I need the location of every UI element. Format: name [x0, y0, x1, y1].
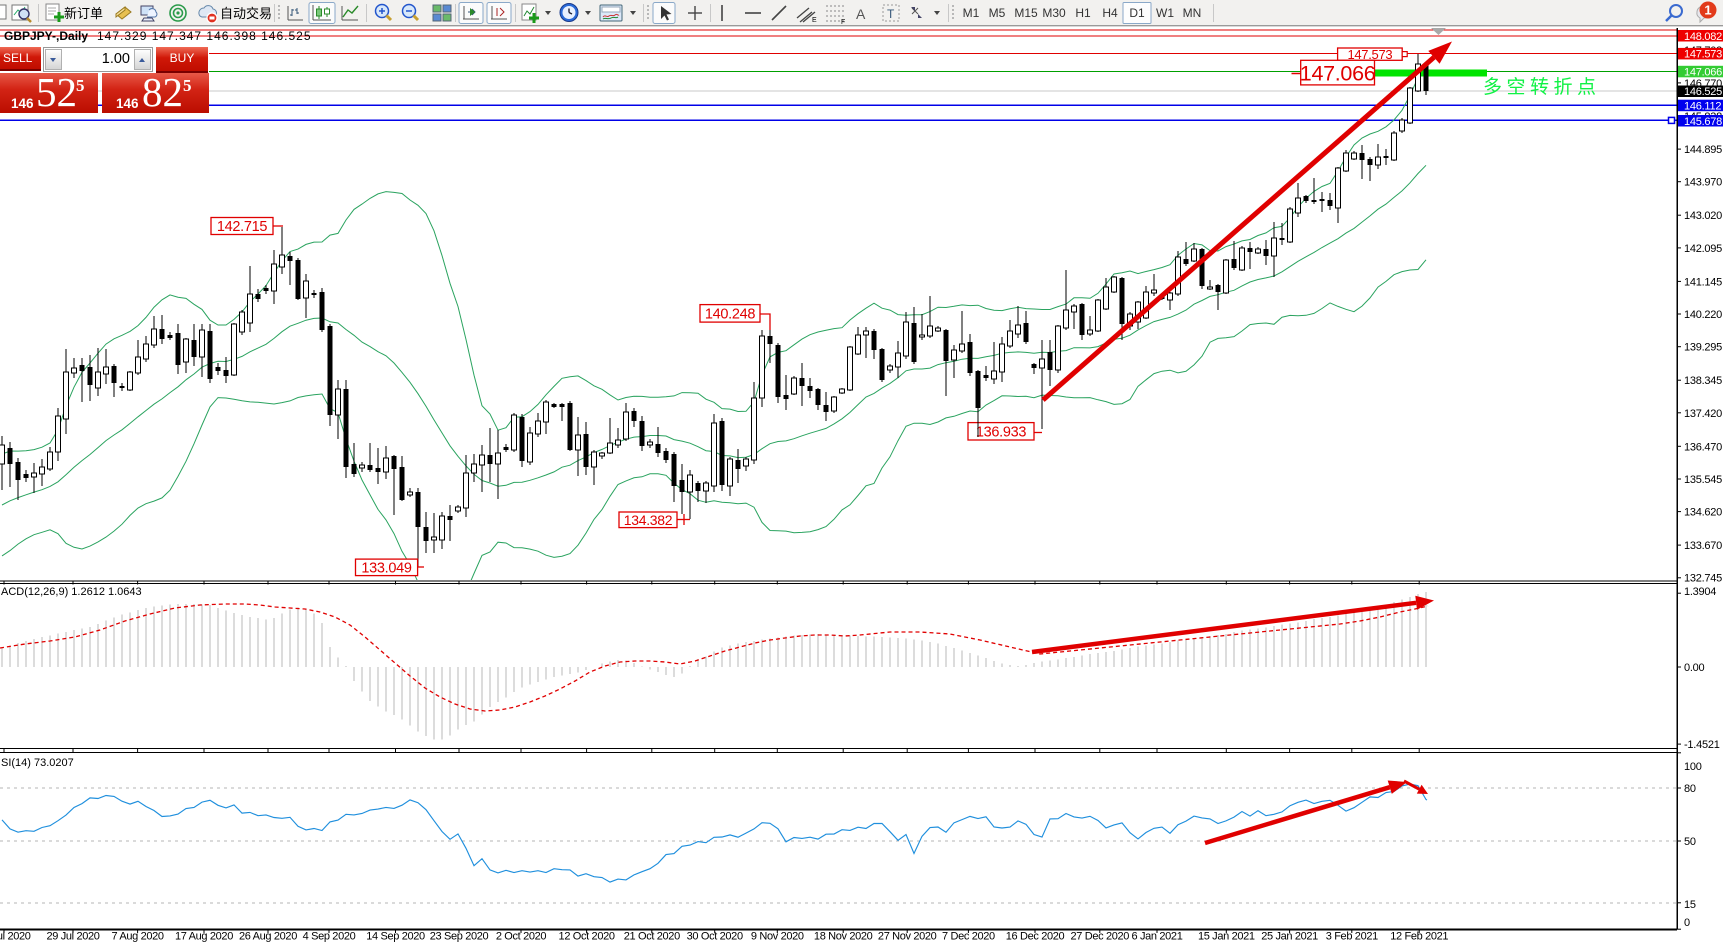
svg-text:27 Nov 2020: 27 Nov 2020 [878, 931, 937, 943]
svg-text:145.678: 145.678 [1684, 116, 1722, 128]
svg-text:143.020: 143.020 [1684, 210, 1722, 222]
svg-text:MN: MN [1183, 6, 1202, 20]
svg-text:27 Dec 2020: 27 Dec 2020 [1071, 931, 1130, 943]
svg-text:7 Aug 2020: 7 Aug 2020 [112, 931, 164, 943]
svg-text:25 Jan 2021: 25 Jan 2021 [1261, 931, 1318, 943]
svg-text:H4: H4 [1102, 6, 1118, 20]
svg-text:12 Feb 2021: 12 Feb 2021 [1390, 931, 1448, 943]
svg-text:146.525: 146.525 [1684, 86, 1722, 98]
svg-text:147.066: 147.066 [1684, 67, 1722, 79]
svg-text:15: 15 [1684, 899, 1696, 911]
svg-text:135.545: 135.545 [1684, 474, 1722, 486]
svg-text:143.970: 143.970 [1684, 177, 1722, 189]
svg-text:D1: D1 [1129, 6, 1145, 20]
svg-text:0.00: 0.00 [1684, 662, 1705, 674]
svg-text:139.295: 139.295 [1684, 342, 1722, 354]
svg-text:80: 80 [1684, 783, 1696, 795]
svg-text:W1: W1 [1156, 6, 1174, 20]
svg-text:140.220: 140.220 [1684, 309, 1722, 321]
svg-text:137.420: 137.420 [1684, 408, 1722, 420]
svg-text:141.145: 141.145 [1684, 276, 1722, 288]
svg-text:E: E [812, 17, 817, 24]
svg-text:7 Dec 2020: 7 Dec 2020 [942, 931, 995, 943]
svg-text:30 Oct 2020: 30 Oct 2020 [687, 931, 743, 943]
svg-text:F: F [841, 19, 845, 26]
svg-text:16 Dec 2020: 16 Dec 2020 [1006, 931, 1065, 943]
svg-text:2 Oct 2020: 2 Oct 2020 [496, 931, 547, 943]
svg-text:3 Feb 2021: 3 Feb 2021 [1326, 931, 1378, 943]
svg-text:15 Jan 2021: 15 Jan 2021 [1198, 931, 1255, 943]
svg-text:14 Sep 2020: 14 Sep 2020 [366, 931, 425, 943]
svg-text:147.066: 147.066 [1300, 61, 1376, 85]
svg-text:29 Jul 2020: 29 Jul 2020 [46, 931, 99, 943]
svg-text:148.082: 148.082 [1684, 31, 1722, 43]
svg-text:132.745: 132.745 [1684, 573, 1722, 585]
svg-text:-1.4521: -1.4521 [1684, 739, 1720, 751]
svg-text:136.470: 136.470 [1684, 441, 1722, 453]
svg-text:133.670: 133.670 [1684, 540, 1722, 552]
svg-text:26 Aug 2020: 26 Aug 2020 [239, 931, 297, 943]
svg-text:133.049: 133.049 [361, 561, 412, 577]
svg-text:T: T [887, 7, 895, 21]
svg-text:17 Aug 2020: 17 Aug 2020 [175, 931, 233, 943]
svg-text:SI(14) 73.0207: SI(14) 73.0207 [1, 757, 74, 769]
svg-text:1: 1 [1704, 3, 1711, 18]
svg-text:自动交易: 自动交易 [220, 6, 272, 21]
svg-text:142.095: 142.095 [1684, 243, 1722, 255]
svg-text:134.382: 134.382 [624, 512, 673, 528]
svg-text:20 Jul 2020: 20 Jul 2020 [0, 931, 31, 943]
svg-text:H1: H1 [1075, 6, 1091, 20]
svg-text:9 Nov 2020: 9 Nov 2020 [751, 931, 804, 943]
svg-text:18 Nov 2020: 18 Nov 2020 [814, 931, 873, 943]
svg-text:多空转折点: 多空转折点 [1483, 76, 1601, 98]
svg-text:134.620: 134.620 [1684, 507, 1722, 519]
svg-text:100: 100 [1684, 761, 1702, 773]
svg-text:GBPJPY-,Daily: GBPJPY-,Daily [4, 29, 88, 43]
svg-text:21 Oct 2020: 21 Oct 2020 [624, 931, 680, 943]
svg-text:142.715: 142.715 [217, 219, 268, 235]
svg-text:138.345: 138.345 [1684, 375, 1722, 387]
svg-text:12 Oct 2020: 12 Oct 2020 [559, 931, 615, 943]
svg-text:147.573: 147.573 [1684, 49, 1722, 61]
svg-text:146.112: 146.112 [1684, 100, 1721, 112]
svg-text:4 Sep 2020: 4 Sep 2020 [303, 931, 356, 943]
svg-text:144.895: 144.895 [1684, 144, 1722, 156]
svg-text:M30: M30 [1042, 6, 1066, 20]
svg-text:A: A [856, 6, 866, 22]
svg-text:新订单: 新订单 [64, 6, 103, 21]
svg-text:6 Jan 2021: 6 Jan 2021 [1132, 931, 1183, 943]
svg-text:0: 0 [1684, 917, 1690, 929]
svg-text:M1: M1 [963, 6, 980, 20]
svg-text:1.3904: 1.3904 [1684, 586, 1716, 598]
svg-text:M5: M5 [989, 6, 1006, 20]
svg-text:147.329 147.347 146.398 146.52: 147.329 147.347 146.398 146.525 [97, 29, 312, 43]
svg-text:50: 50 [1684, 836, 1696, 848]
svg-text:140.248: 140.248 [705, 307, 756, 323]
svg-text:M15: M15 [1014, 6, 1038, 20]
svg-text:147.573: 147.573 [1347, 47, 1392, 62]
svg-text:ACD(12,26,9) 1.2612 1.0643: ACD(12,26,9) 1.2612 1.0643 [1, 586, 142, 598]
svg-text:23 Sep 2020: 23 Sep 2020 [430, 931, 489, 943]
svg-text:136.933: 136.933 [976, 425, 1027, 441]
